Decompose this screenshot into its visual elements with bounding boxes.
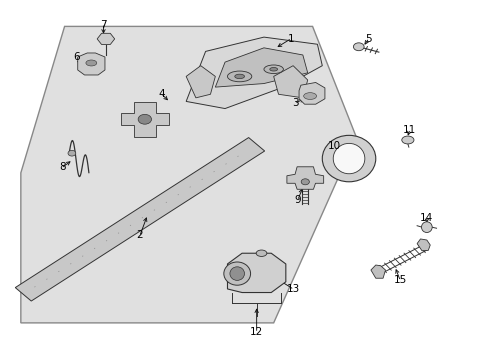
Ellipse shape: [421, 222, 431, 233]
Polygon shape: [21, 26, 356, 323]
Ellipse shape: [264, 65, 283, 73]
Circle shape: [353, 43, 364, 51]
Polygon shape: [273, 66, 307, 98]
Text: 8: 8: [59, 162, 65, 172]
Polygon shape: [186, 66, 215, 98]
Ellipse shape: [303, 93, 316, 99]
Polygon shape: [286, 167, 323, 189]
Ellipse shape: [322, 135, 375, 182]
Text: 11: 11: [403, 125, 416, 135]
Ellipse shape: [229, 267, 244, 280]
Ellipse shape: [332, 143, 364, 174]
Text: 4: 4: [158, 89, 165, 99]
Ellipse shape: [227, 71, 251, 82]
Text: 6: 6: [73, 52, 80, 62]
Text: 9: 9: [294, 195, 301, 204]
Polygon shape: [186, 37, 322, 109]
Ellipse shape: [224, 262, 250, 285]
Ellipse shape: [256, 250, 266, 256]
Text: 3: 3: [292, 98, 298, 108]
Polygon shape: [227, 253, 285, 293]
Text: 7: 7: [100, 19, 106, 30]
Circle shape: [138, 114, 151, 124]
Polygon shape: [15, 138, 264, 301]
Text: 5: 5: [365, 34, 371, 44]
Polygon shape: [416, 239, 429, 251]
Text: 2: 2: [136, 230, 143, 240]
Text: 13: 13: [286, 284, 299, 294]
Text: 14: 14: [419, 212, 432, 222]
Polygon shape: [78, 53, 105, 75]
Ellipse shape: [269, 67, 277, 71]
Circle shape: [68, 150, 76, 156]
Polygon shape: [215, 48, 307, 87]
Text: 15: 15: [393, 275, 406, 285]
Text: 1: 1: [287, 34, 293, 44]
Polygon shape: [370, 265, 385, 278]
Ellipse shape: [401, 136, 413, 144]
Text: 12: 12: [249, 327, 263, 337]
Text: 10: 10: [327, 141, 340, 151]
Polygon shape: [97, 33, 115, 45]
Polygon shape: [121, 102, 168, 137]
Polygon shape: [299, 82, 324, 104]
Circle shape: [301, 179, 309, 185]
Ellipse shape: [86, 60, 97, 66]
Ellipse shape: [234, 74, 244, 78]
